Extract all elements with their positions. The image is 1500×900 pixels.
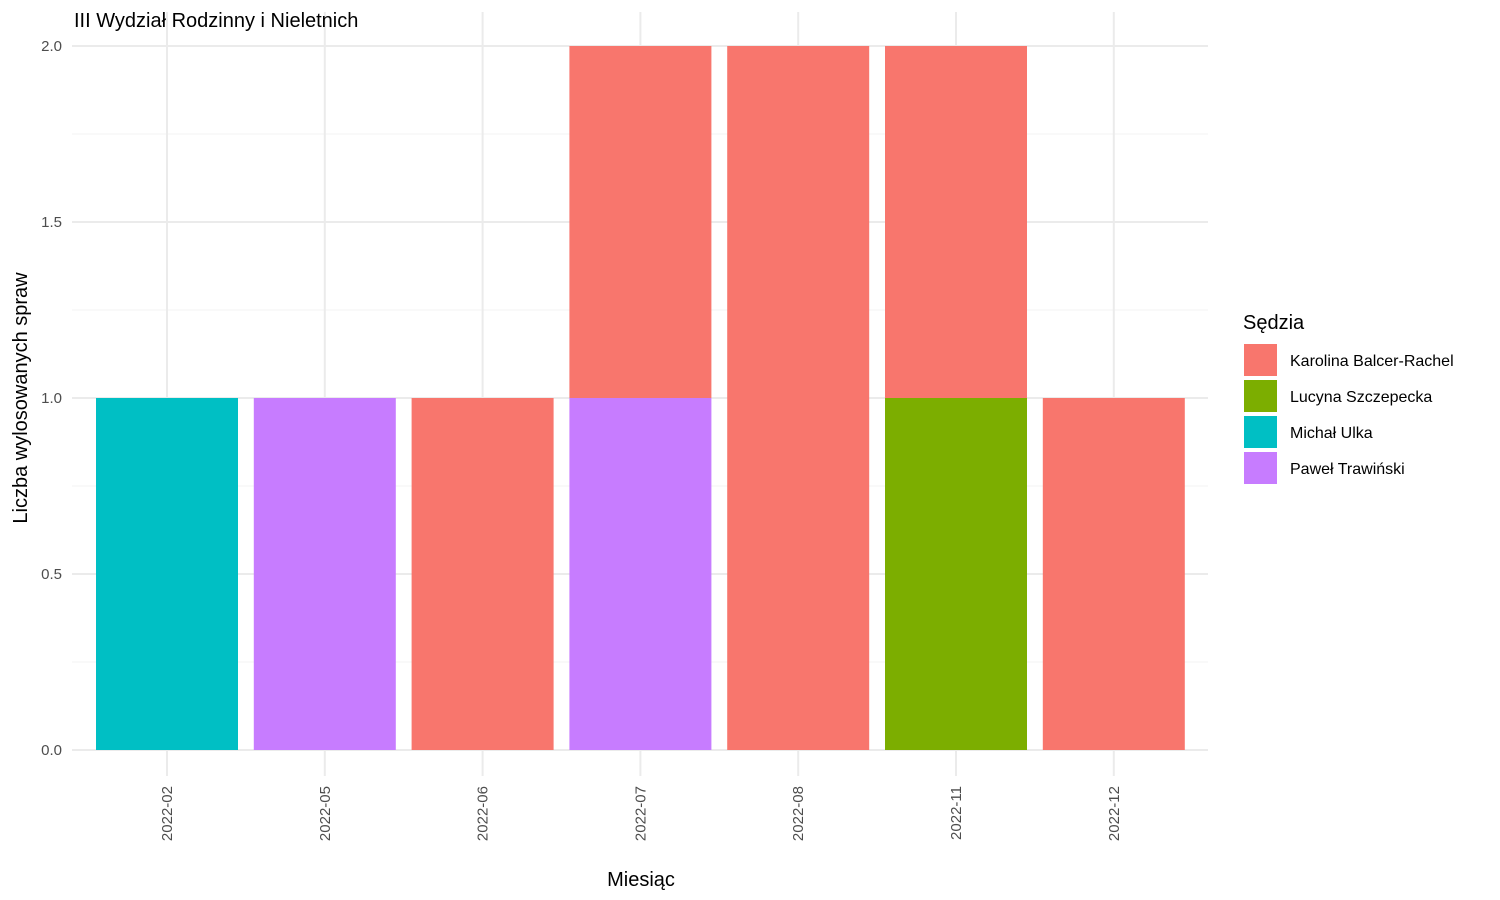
x-tick-label: 2022-07: [632, 786, 649, 841]
y-tick-label: 1.0: [41, 390, 62, 407]
bar-segment: [727, 46, 870, 750]
bar-segment: [96, 398, 238, 750]
bar-segment: [411, 398, 554, 750]
legend-label: Lucyna Szczepecka: [1290, 389, 1432, 406]
x-tick-label: 2022-12: [1106, 786, 1123, 841]
legend-swatch: [1244, 344, 1277, 376]
x-axis-ticks: 2022-02 2022-05 2022-06 2022-07 2022-08 2022-…: [159, 786, 1123, 841]
legend: Sędzia Karolina Balcer-Rachel Lucyna Szcz…: [1243, 312, 1454, 484]
legend-label: Michał Ulka: [1290, 425, 1373, 442]
legend-label: Karolina Balcer-Rachel: [1290, 353, 1454, 370]
y-tick-label: 0.0: [41, 742, 62, 759]
bar-segment: [569, 398, 712, 750]
y-tick-label: 2.0: [41, 38, 62, 55]
legend-swatch: [1244, 452, 1277, 484]
bar-segment: [885, 46, 1027, 398]
bar-segment: [253, 398, 396, 750]
y-tick-label: 1.5: [41, 214, 62, 231]
bar-segment: [569, 46, 712, 398]
bar-segment: [885, 398, 1027, 750]
x-tick-label: 2022-02: [159, 786, 176, 841]
x-tick-label: 2022-05: [317, 786, 334, 841]
legend-title: Sędzia: [1243, 312, 1305, 334]
bars: [96, 46, 1185, 750]
y-axis-ticks: 0.0 0.5 1.0 1.5 2.0: [41, 38, 62, 759]
x-axis-title: Miesiąc: [607, 869, 675, 891]
chart-title: III Wydział Rodzinny i Nieletnich: [74, 10, 358, 32]
legend-swatch: [1244, 416, 1277, 448]
x-tick-label: 2022-11: [948, 786, 965, 840]
y-tick-label: 0.5: [41, 566, 62, 583]
legend-swatch: [1244, 380, 1277, 412]
x-tick-label: 2022-08: [790, 786, 807, 841]
y-axis-title: Liczba wylosowanych spraw: [10, 272, 32, 524]
bar-segment: [1042, 398, 1185, 750]
legend-label: Paweł Trawiński: [1290, 461, 1405, 478]
x-tick-label: 2022-06: [475, 786, 492, 841]
